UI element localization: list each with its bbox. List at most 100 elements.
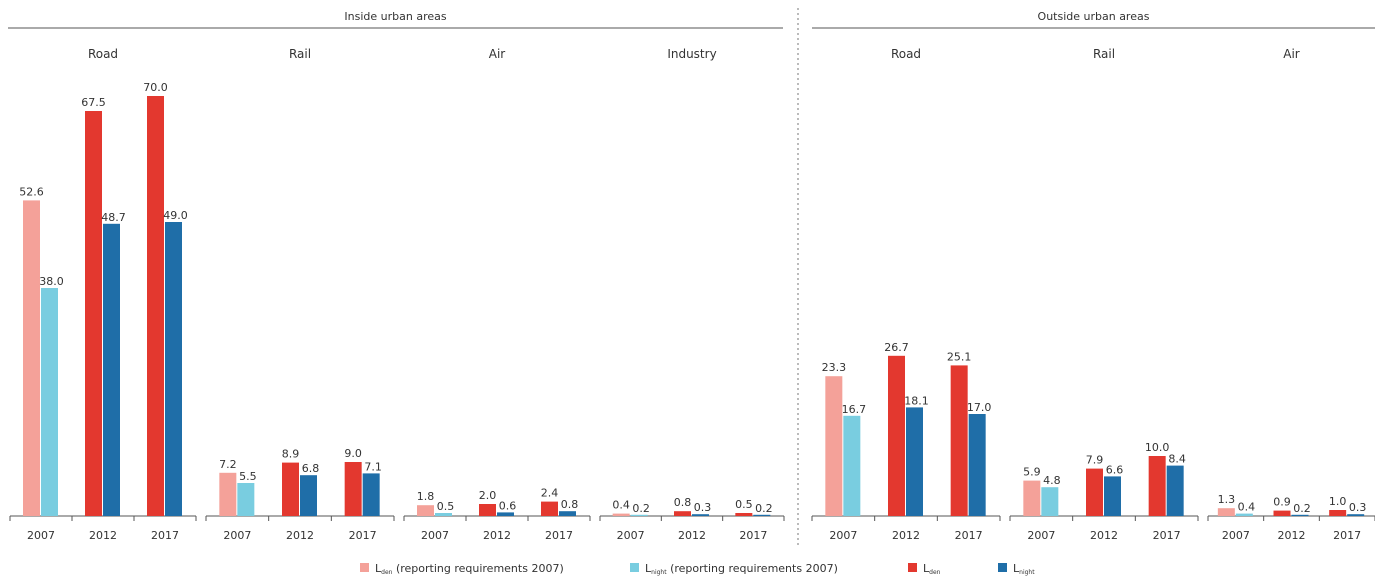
x-tick-label: 2017 <box>739 529 767 542</box>
legend-label: Lnight <box>1013 562 1035 576</box>
bar-lnight <box>1166 465 1184 516</box>
bar-lden <box>1148 456 1166 516</box>
value-label-lden: 23.3 <box>822 361 847 374</box>
value-label-lden: 0.4 <box>612 499 630 512</box>
value-label-lnight: 0.2 <box>755 502 773 515</box>
value-label-lden: 26.7 <box>884 341 909 354</box>
value-label-lnight: 8.4 <box>1168 453 1186 466</box>
value-label-lden: 0.8 <box>674 496 692 509</box>
value-label-lden: 7.2 <box>219 458 237 471</box>
value-label-lnight: 0.8 <box>561 498 579 511</box>
x-tick-label: 2012 <box>1090 529 1118 542</box>
legend-swatch <box>908 563 917 572</box>
value-label-lden: 1.8 <box>417 490 435 503</box>
bar-lnight <box>300 475 317 516</box>
value-label-lnight: 0.3 <box>694 501 712 514</box>
bar-lden <box>674 511 691 516</box>
bar-lden <box>888 355 905 516</box>
x-tick-label: 2012 <box>483 529 511 542</box>
bar-lnight <box>692 514 709 516</box>
bar-lden-2007 <box>825 376 843 516</box>
value-label-lden: 0.5 <box>735 498 753 511</box>
value-label-lden: 67.5 <box>81 96 106 109</box>
value-label-lnight: 6.8 <box>302 462 320 475</box>
x-tick-label: 2017 <box>151 529 179 542</box>
bar-lnight-2007 <box>1235 513 1253 516</box>
value-label-lden: 52.6 <box>19 185 44 198</box>
bar-lnight <box>165 222 182 516</box>
legend-label: Lden <box>923 562 941 576</box>
value-label-lnight: 5.5 <box>239 470 257 483</box>
bar-lden <box>1329 510 1347 516</box>
bar-lnight <box>906 407 923 516</box>
x-tick-label: 2007 <box>223 529 251 542</box>
category-label: Rail <box>1093 47 1115 61</box>
bar-lnight-2007 <box>237 483 255 516</box>
x-tick-label: 2007 <box>829 529 857 542</box>
bar-lden-2007 <box>612 513 630 516</box>
x-tick-label: 2007 <box>421 529 449 542</box>
x-tick-label: 2012 <box>286 529 314 542</box>
value-label-lnight: 0.4 <box>1238 501 1256 514</box>
bar-lnight <box>362 473 380 516</box>
x-tick-label: 2007 <box>617 529 645 542</box>
bar-lden-2007 <box>1023 480 1041 516</box>
value-label-lnight: 0.2 <box>1293 502 1311 515</box>
x-tick-label: 2017 <box>955 529 983 542</box>
value-label-lnight: 0.2 <box>632 502 650 515</box>
bar-lden <box>735 513 753 516</box>
value-label-lnight: 0.5 <box>437 500 455 513</box>
value-label-lnight: 7.1 <box>364 460 382 473</box>
value-label-lden: 0.9 <box>1273 496 1291 509</box>
bar-lnight-2007 <box>630 514 648 516</box>
group-title: Inside urban areas <box>344 10 446 23</box>
category-label: Road <box>891 47 921 61</box>
x-tick-label: 2017 <box>349 529 377 542</box>
value-label-lden: 10.0 <box>1145 441 1170 454</box>
value-label-lnight: 38.0 <box>39 275 64 288</box>
value-label-lnight: 49.0 <box>163 209 188 222</box>
bar-lnight <box>1104 476 1121 516</box>
x-tick-label: 2012 <box>1278 529 1306 542</box>
bar-lnight-2007 <box>435 513 452 516</box>
x-tick-label: 2012 <box>892 529 920 542</box>
category-label: Air <box>489 47 506 61</box>
legend-label: Lden (reporting requirements 2007) <box>375 562 564 576</box>
bar-lden-2007 <box>219 472 237 516</box>
x-tick-label: 2017 <box>1333 529 1361 542</box>
bar-lnight <box>753 514 771 516</box>
bar-lnight <box>1291 514 1309 516</box>
value-label-lden: 70.0 <box>143 81 168 94</box>
x-tick-label: 2017 <box>545 529 573 542</box>
legend-label: Lnight (reporting requirements 2007) <box>645 562 838 576</box>
bar-lden <box>479 504 496 516</box>
bar-lden <box>85 111 102 516</box>
value-label-lden: 9.0 <box>344 447 362 460</box>
bar-lden-2007 <box>417 505 434 516</box>
value-label-lden: 5.9 <box>1023 466 1041 479</box>
bar-lnight-2007 <box>1041 487 1059 516</box>
bar-lnight-2007 <box>843 415 861 516</box>
value-label-lnight: 18.1 <box>904 394 929 407</box>
category-label: Industry <box>667 47 716 61</box>
legend-swatch <box>998 563 1007 572</box>
bar-lden-2007 <box>1217 508 1235 516</box>
x-tick-label: 2017 <box>1153 529 1181 542</box>
value-label-lnight: 6.6 <box>1106 463 1124 476</box>
bar-lden <box>1273 510 1291 516</box>
value-label-lnight: 16.7 <box>842 403 867 416</box>
bar-lnight <box>497 512 514 516</box>
value-label-lden: 25.1 <box>947 350 972 363</box>
value-label-lnight: 0.3 <box>1349 501 1367 514</box>
category-label: Rail <box>289 47 311 61</box>
value-label-lden: 8.9 <box>282 448 300 461</box>
legend-swatch <box>360 563 369 572</box>
bar-lden <box>950 365 968 516</box>
x-tick-label: 2007 <box>1222 529 1250 542</box>
x-tick-label: 2012 <box>678 529 706 542</box>
value-label-lnight: 17.0 <box>967 401 992 414</box>
value-label-lden: 1.0 <box>1329 495 1347 508</box>
value-label-lden: 2.0 <box>479 489 497 502</box>
value-label-lnight: 4.8 <box>1043 474 1061 487</box>
